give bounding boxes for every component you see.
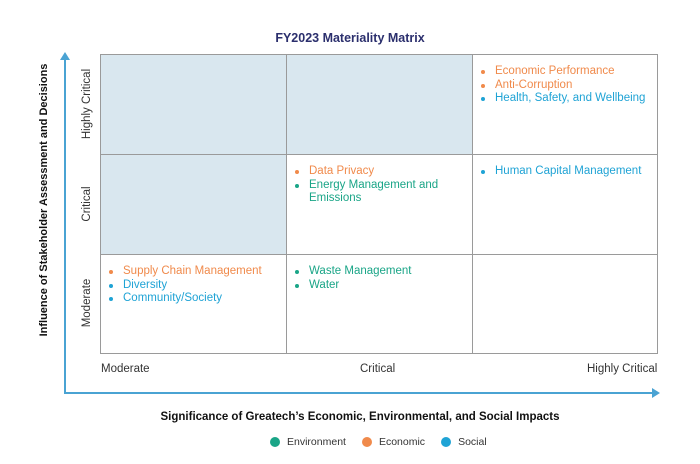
matrix-item: Supply Chain Management — [105, 265, 286, 279]
bullet-dot-icon — [295, 183, 299, 188]
environment-dot-icon — [270, 437, 280, 447]
x-level-critical: Critical — [360, 363, 396, 375]
matrix-item-label: Supply Chain Management — [123, 265, 262, 277]
bullet-dot-icon — [481, 70, 485, 74]
matrix-item-label: Waste Management — [309, 265, 412, 277]
legend-label: Environment — [287, 436, 346, 448]
cell-highly-critical-moderate — [101, 55, 287, 155]
bullet-dot-icon — [295, 170, 299, 174]
cell-highly-critical-critical — [287, 55, 473, 155]
matrix-title: FY2023 Materiality Matrix — [275, 31, 425, 45]
x-axis-title: Significance of Greatech’s Economic, Env… — [160, 411, 560, 423]
bullet-dot-icon — [109, 270, 113, 274]
matrix-item-label: Anti-Corruption — [495, 78, 573, 91]
matrix-item: Economic Performance — [477, 65, 657, 79]
legend-label: Economic — [378, 436, 426, 448]
matrix-item: Waste Management — [291, 265, 472, 279]
matrix-item-label: Human Capital Management — [495, 165, 642, 177]
matrix-item: Human Capital Management — [477, 165, 657, 179]
legend-environment: Environment — [270, 436, 346, 448]
bullet-dot-icon — [481, 83, 485, 88]
bullet-dot-icon — [109, 297, 113, 301]
economic-dot-icon — [361, 437, 372, 447]
social-dot-icon — [441, 437, 452, 447]
bullet-dot-icon — [109, 283, 113, 288]
x-level-moderate: Moderate — [101, 363, 150, 375]
matrix-item: Data Privacy — [291, 165, 472, 179]
matrix-item: Anti-Corruption — [477, 79, 657, 93]
y-level-moderate: Moderate — [81, 278, 93, 328]
cell-moderate-moderate: Supply Chain Management Diversity Communit… — [101, 255, 287, 353]
matrix-item-label: Water — [309, 278, 340, 291]
cell-critical-critical: Data Privacy Energy Management and Emissi… — [287, 155, 473, 255]
y-axis-arrow-icon — [60, 52, 70, 60]
bullet-dot-icon — [295, 283, 299, 288]
matrix-item-label: Energy Management and Emissions — [309, 178, 439, 205]
y-axis-line — [64, 58, 66, 394]
legend-label: Social — [458, 436, 487, 448]
y-axis-title: Influence of Stakeholder Assessment and … — [38, 63, 50, 337]
bullet-dot-icon — [481, 170, 485, 174]
matrix-item: Community/Society — [105, 292, 286, 306]
matrix-item-label: Economic Performance — [495, 65, 615, 77]
cell-highly-critical-highly-critical: Economic Performance Anti-Corruption Healt… — [473, 55, 657, 155]
bullet-dot-icon — [481, 97, 485, 101]
matrix-item: Health, Safety, and Wellbeing — [477, 92, 657, 106]
matrix-grid: Economic Performance Anti-Corruption Healt… — [100, 54, 658, 354]
legend-economic: Economic — [361, 436, 426, 448]
matrix-item: Energy Management and Emissions — [291, 179, 472, 206]
cell-moderate-highly-critical — [473, 255, 657, 353]
matrix-item: Diversity — [105, 279, 286, 293]
cell-moderate-critical: Waste Management Water — [287, 255, 473, 353]
cell-critical-highly-critical: Human Capital Management — [473, 155, 657, 255]
legend: Environment Economic Social — [270, 436, 487, 448]
matrix-item-label: Community/Society — [123, 292, 223, 304]
matrix-item-label: Data Privacy — [309, 165, 375, 177]
y-level-highly-critical: Highly Critical — [81, 68, 93, 140]
y-level-critical: Critical — [81, 186, 93, 222]
bullet-dot-icon — [295, 270, 299, 274]
matrix-item-label: Diversity — [123, 278, 168, 291]
x-axis-line — [64, 392, 654, 394]
legend-social: Social — [441, 436, 487, 448]
x-level-highly-critical: Highly Critical — [587, 363, 658, 375]
cell-critical-moderate — [101, 155, 287, 255]
x-axis-arrow-icon — [652, 388, 660, 398]
matrix-item: Water — [291, 279, 472, 293]
matrix-item-label: Health, Safety, and Wellbeing — [495, 92, 646, 104]
